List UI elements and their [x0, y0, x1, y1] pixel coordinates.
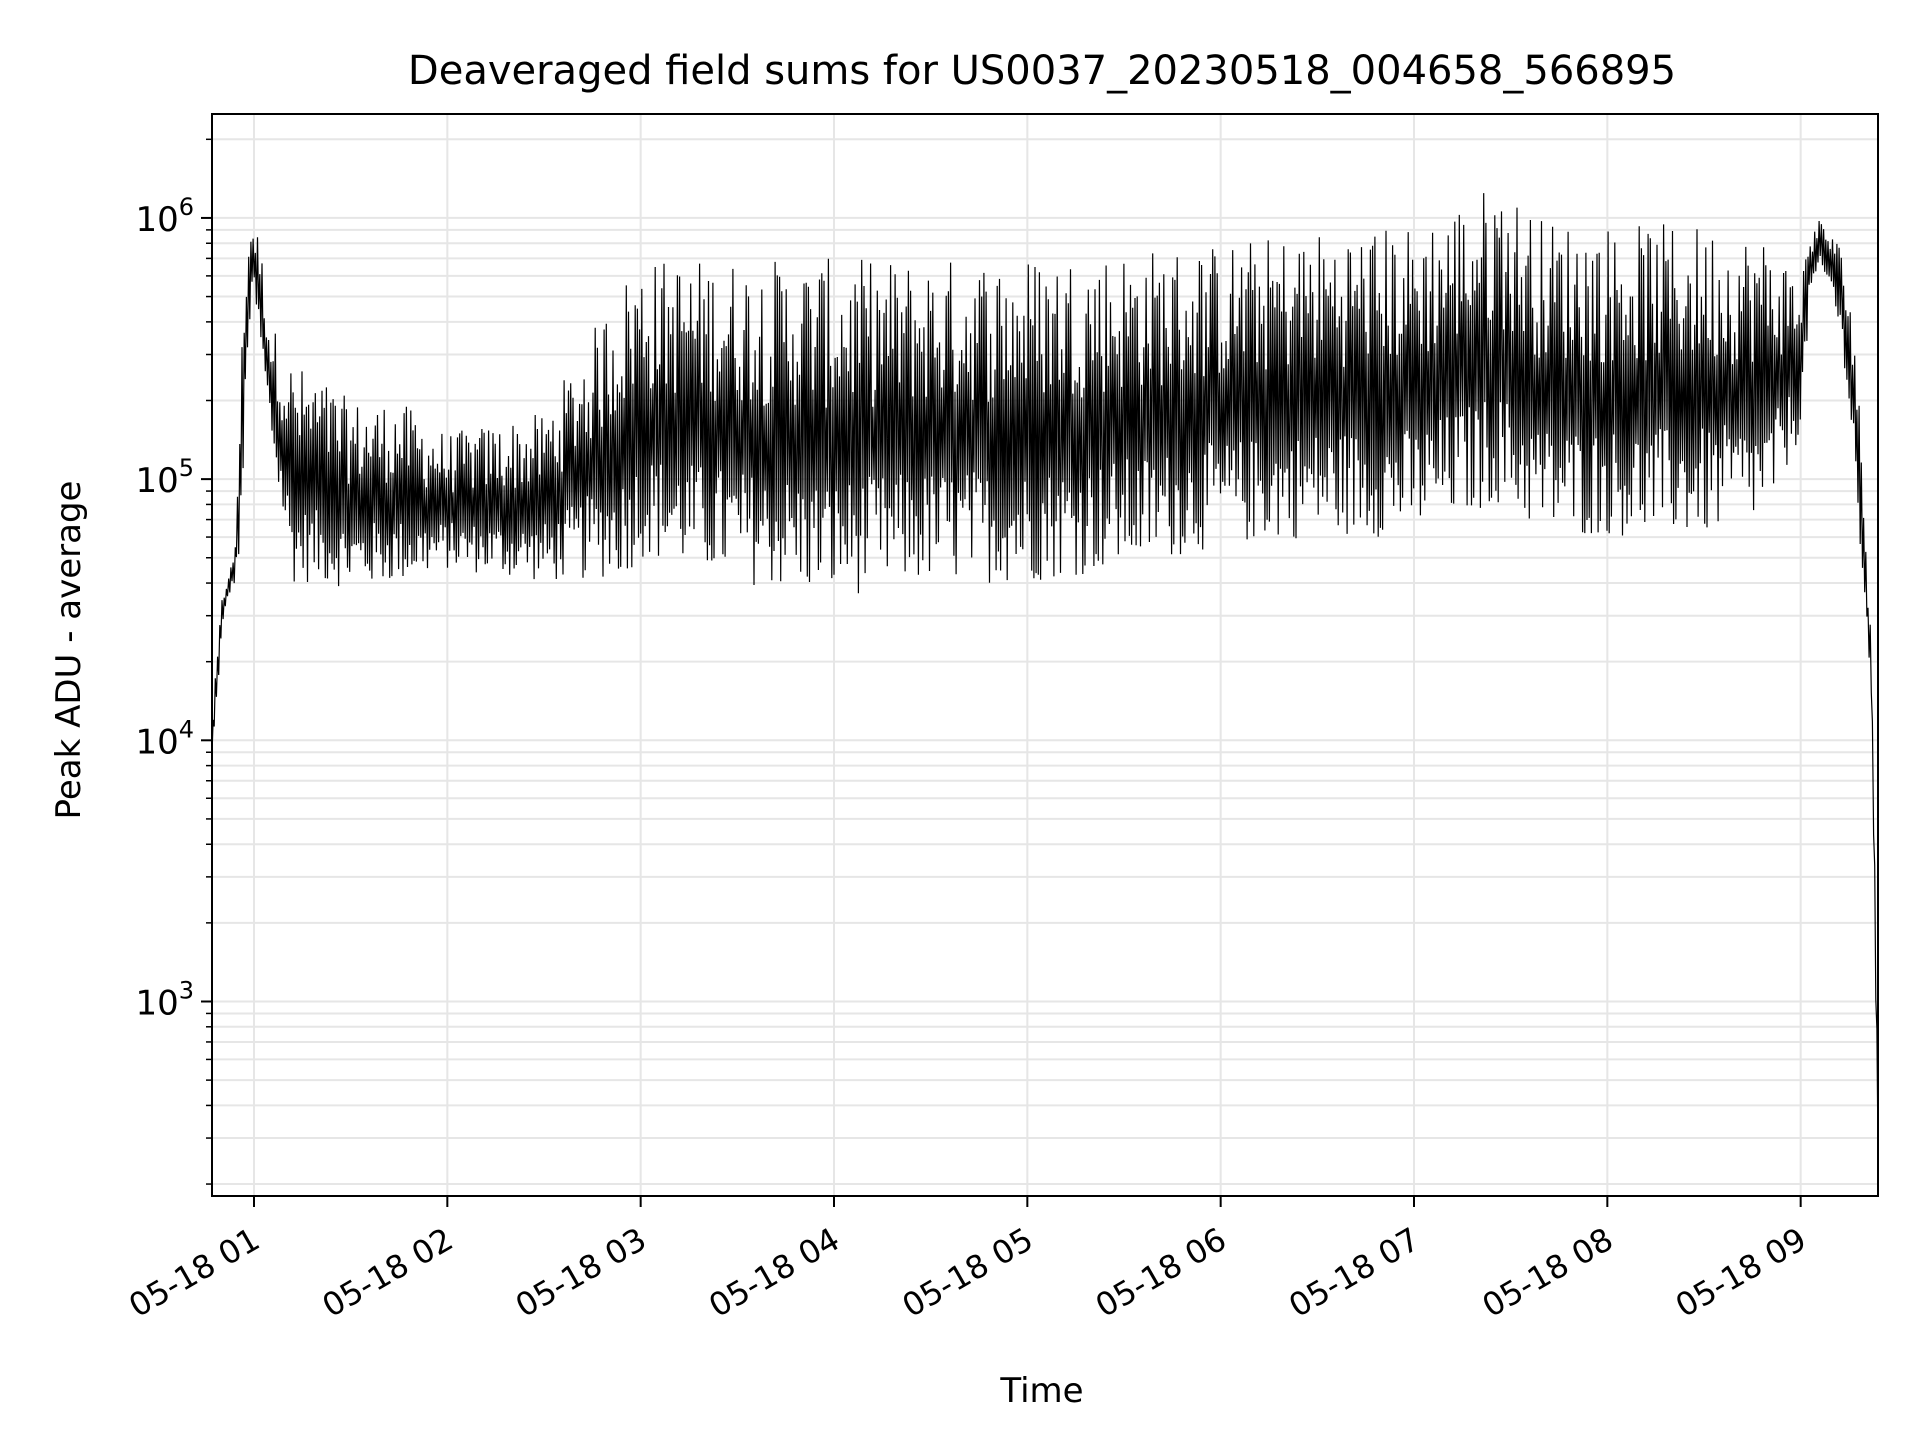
- chart-title: Deaveraged field sums for US0037_2023051…: [408, 48, 1676, 94]
- x-tick-label: 05-18 07: [1282, 1220, 1426, 1325]
- x-tick-label: 05-18 04: [702, 1220, 846, 1325]
- y-tick-label: 105: [135, 454, 194, 501]
- y-axis: 103 104 105 106: [135, 138, 212, 1185]
- plot-frame: [211, 113, 1879, 1197]
- data-series: [211, 193, 1879, 1155]
- y-tick-exponent: 5: [179, 454, 194, 482]
- x-tick-label: 05-18 01: [122, 1220, 266, 1325]
- y-tick-label: 106: [135, 193, 194, 240]
- y-axis-label: Peak ADU - average: [49, 481, 89, 820]
- grid-lines: [212, 114, 1878, 1196]
- x-tick-label: 05-18 06: [1089, 1220, 1233, 1325]
- y-tick-exponent: 6: [179, 193, 194, 221]
- x-tick-label: 05-18 09: [1669, 1220, 1813, 1325]
- y-tick-label: 103: [135, 976, 194, 1023]
- series-line: [211, 193, 1879, 1155]
- y-tick-exponent: 3: [179, 976, 194, 1004]
- y-tick-exponent: 4: [179, 715, 194, 743]
- x-tick-label: 05-18 08: [1476, 1220, 1620, 1325]
- y-tick-label: 104: [135, 715, 194, 762]
- x-tick-label: 05-18 03: [509, 1220, 653, 1325]
- x-tick-label: 05-18 02: [316, 1220, 460, 1325]
- x-axis-label: Time: [999, 1371, 1083, 1411]
- x-tick-label: 05-18 05: [896, 1220, 1040, 1325]
- x-axis: 05-18 01 05-18 02 05-18 03 05-18 04 05-18 05…: [122, 1196, 1813, 1325]
